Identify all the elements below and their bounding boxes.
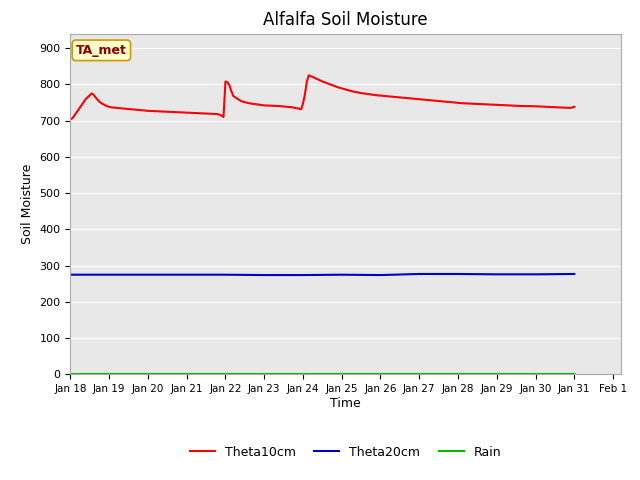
Theta10cm [481,101,489,107]
Theta20cm [299,272,307,278]
Theta10cm [214,111,221,117]
Theta20cm [221,272,229,277]
Theta20cm [67,272,74,277]
Line: Theta20cm: Theta20cm [70,274,574,275]
Theta10cm [466,101,474,107]
Theta20cm [415,271,423,277]
Theta10cm [67,116,74,122]
Theta20cm [183,272,191,277]
Theta20cm [260,272,268,278]
Theta10cm [106,104,113,110]
Theta20cm [570,271,578,277]
Legend: Theta10cm, Theta20cm, Rain: Theta10cm, Theta20cm, Rain [184,441,507,464]
Theta10cm [372,92,380,98]
Y-axis label: Soil Moisture: Soil Moisture [21,164,34,244]
Theta20cm [377,272,385,278]
Theta20cm [493,272,500,277]
Title: Alfalfa Soil Moisture: Alfalfa Soil Moisture [263,11,428,29]
Theta20cm [454,271,462,277]
Theta10cm [570,104,578,110]
Theta10cm [551,104,559,110]
Text: TA_met: TA_met [76,44,127,57]
X-axis label: Time: Time [330,397,361,410]
Theta10cm [305,72,312,78]
Theta20cm [338,272,346,277]
Line: Theta10cm: Theta10cm [70,75,574,119]
Theta20cm [532,272,540,277]
Theta20cm [144,272,152,277]
